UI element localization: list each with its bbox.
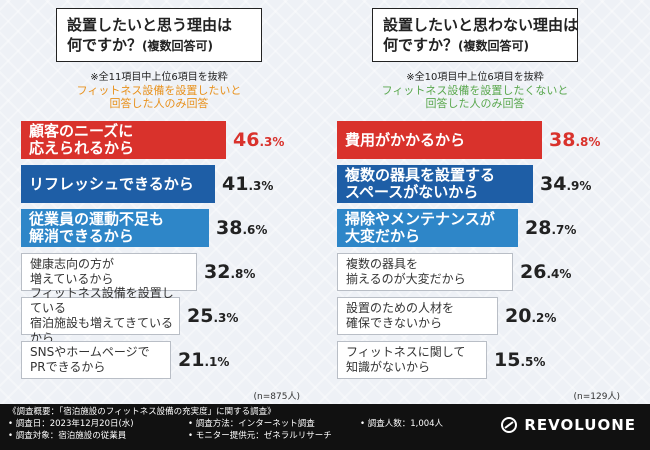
left-condition: フィットネス設備を設置したいと 回答した人のみ回答 — [76, 84, 242, 110]
right-bar-value: 20.2% — [505, 305, 556, 327]
left-value-int: 25 — [187, 305, 214, 327]
brand-logo: REVOLUONE — [500, 416, 636, 434]
right-value-dec: .8% — [575, 135, 601, 149]
right-value-dec: .4% — [546, 267, 572, 281]
left-bar: フィットネス設備を設置している 宿泊施設も増えてきているから — [21, 286, 180, 345]
left-value-int: 41 — [222, 173, 249, 195]
right-title-line1: 設置したいと思わない理由は — [383, 16, 579, 34]
right-bar: 複数の器具を 揃えるのが大変だから — [337, 253, 513, 291]
left-value-int: 46 — [233, 129, 260, 151]
right-bar-row: フィットネスに関して 知識がないから 15.5% — [334, 340, 634, 380]
right-title-box: 設置したいと思わない理由は 何ですか？(複数回答可) — [372, 8, 578, 62]
left-bar-value: 21.1% — [178, 349, 229, 371]
right-bar-value: 15.5% — [494, 349, 545, 371]
right-bar-value: 34.9% — [540, 173, 591, 195]
footer-overview: 《調査概要：「宿泊施設のフィットネス設備の充実度」に関する調査》 — [8, 407, 276, 417]
left-bar: 顧客のニーズに 応えられるから — [21, 121, 226, 159]
footer-target: • 調査対象：宿泊施設の従業員 — [8, 431, 127, 441]
brand-name: REVOLUONE — [524, 416, 636, 434]
left-bar-row: 従業員の運動不足も 解消できるから 38.6% — [18, 208, 318, 248]
right-value-int: 26 — [520, 261, 547, 283]
right-bar-row: 掃除やメンテナンスが 大変だから 28.7% — [334, 208, 634, 248]
left-value-int: 32 — [204, 261, 231, 283]
left-bar: SNSやホームページで PRできるから — [21, 341, 171, 379]
right-value-int: 34 — [540, 173, 567, 195]
left-bar-row: 顧客のニーズに 応えられるから 46.3% — [18, 120, 318, 160]
left-title-line1: 設置したいと思う理由は — [67, 16, 233, 34]
left-bar-row: フィットネス設備を設置している 宿泊施設も増えてきているから 25.3% — [18, 286, 318, 345]
footer-respondents: • 調査人数：1,004人 — [360, 419, 444, 429]
left-note: ※全11項目中上位6項目を抜粋 — [90, 72, 228, 83]
right-note: ※全10項目中上位6項目を抜粋 — [406, 72, 544, 83]
right-value-int: 15 — [494, 349, 521, 371]
brand-logo-icon — [501, 417, 518, 433]
left-value-dec: .3% — [248, 179, 274, 193]
left-bar-value: 25.3% — [187, 305, 238, 327]
left-bar-row: リフレッシュできるから 41.3% — [18, 164, 318, 204]
right-value-dec: .9% — [566, 179, 592, 193]
right-value-int: 28 — [525, 217, 552, 239]
left-bar-row: 健康志向の方が 増えているから 32.8% — [18, 252, 318, 292]
left-value-dec: .8% — [230, 267, 256, 281]
left-chart-panel: 設置したいと思う理由は 何ですか？(複数回答可) ※全11項目中上位6項目を抜粋… — [18, 8, 318, 402]
right-bar-value: 28.7% — [525, 217, 576, 239]
left-value-dec: .3% — [213, 311, 239, 325]
left-bar-row: SNSやホームページで PRできるから 21.1% — [18, 340, 318, 380]
left-title-box: 設置したいと思う理由は 何ですか？(複数回答可) — [56, 8, 262, 62]
survey-footer: 《調査概要：「宿泊施設のフィットネス設備の充実度」に関する調査》 • 調査日：2… — [0, 404, 650, 450]
right-title-line2: 何ですか？ — [383, 36, 459, 54]
right-condition: フィットネス設備を設置したくないと 回答した人のみ回答 — [381, 84, 569, 110]
left-bar: 健康志向の方が 増えているから — [21, 253, 197, 291]
left-value-dec: .3% — [259, 135, 285, 149]
right-value-int: 38 — [549, 129, 576, 151]
right-value-dec: .2% — [531, 311, 557, 325]
right-title-small: (複数回答可) — [458, 39, 529, 53]
left-title-line2: 何ですか？ — [67, 36, 143, 54]
right-sample-size: (n=129人) — [573, 392, 620, 402]
right-bar-row: 設置のための人材を 確保できないから 20.2% — [334, 296, 634, 336]
left-value-int: 38 — [216, 217, 243, 239]
footer-method: • 調査方法：インターネット調査 — [188, 419, 315, 429]
left-value-dec: .1% — [204, 355, 230, 369]
right-bar: 設置のための人材を 確保できないから — [337, 297, 498, 335]
right-chart-panel: 設置したいと思わない理由は 何ですか？(複数回答可) ※全10項目中上位6項目を… — [334, 8, 634, 402]
right-bar-row: 費用がかかるから 38.8% — [334, 120, 634, 160]
right-bar-value: 26.4% — [520, 261, 571, 283]
right-bar: フィットネスに関して 知識がないから — [337, 341, 487, 379]
left-bar-value: 32.8% — [204, 261, 255, 283]
footer-date: • 調査日：2023年12月20日(水) — [8, 419, 134, 429]
right-bar-value: 38.8% — [549, 129, 600, 151]
left-bar-value: 38.6% — [216, 217, 267, 239]
right-bar: 掃除やメンテナンスが 大変だから — [337, 209, 518, 247]
right-bar: 費用がかかるから — [337, 121, 542, 159]
right-bar-row: 複数の器具を設置する スペースがないから 34.9% — [334, 164, 634, 204]
left-title-small: (複数回答可) — [142, 39, 213, 53]
right-bar: 複数の器具を設置する スペースがないから — [337, 165, 533, 203]
right-value-int: 20 — [505, 305, 532, 327]
left-bar-value: 41.3% — [222, 173, 273, 195]
left-bar-value: 46.3% — [233, 129, 284, 151]
right-value-dec: .7% — [551, 223, 577, 237]
right-value-dec: .5% — [520, 355, 546, 369]
left-value-dec: .6% — [242, 223, 268, 237]
left-bar: 従業員の運動不足も 解消できるから — [21, 209, 209, 247]
left-value-int: 21 — [178, 349, 205, 371]
left-sample-size: (n=875人) — [253, 392, 300, 402]
right-bar-row: 複数の器具を 揃えるのが大変だから 26.4% — [334, 252, 634, 292]
left-bar: リフレッシュできるから — [21, 165, 215, 203]
footer-monitor: • モニター提供元：ゼネラルリサーチ — [188, 431, 332, 441]
